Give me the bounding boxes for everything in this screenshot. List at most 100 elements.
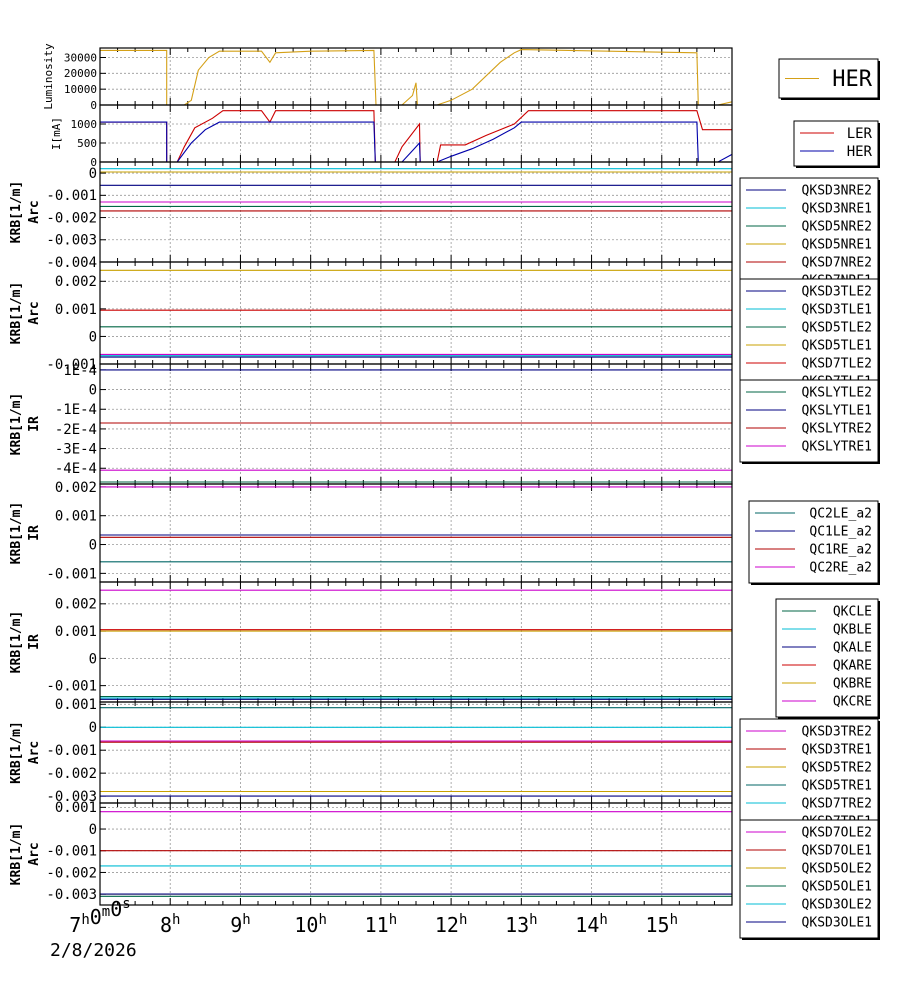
time-tick-label: 7h0m0s bbox=[69, 896, 130, 937]
y-axis-subtitle: IR bbox=[27, 416, 42, 432]
legend-label: QC1LE_a2 bbox=[809, 525, 872, 540]
legend-label: QKSD3TRE1 bbox=[802, 743, 872, 758]
y-tick-label: -0.001 bbox=[46, 844, 97, 860]
y-axis-title: KRB[1/m] bbox=[9, 393, 24, 456]
y-tick-label: 0.002 bbox=[55, 274, 97, 290]
legend-label: QKSD7OLE2 bbox=[802, 826, 872, 841]
y-axis-title: I[mA] bbox=[50, 117, 63, 150]
legend-6: QC2LE_a2 QC1LE_a2 QC1RE_a2 QC2RE_a2 bbox=[748, 500, 880, 585]
plot-frame bbox=[99, 802, 733, 906]
y-tick-label: 0 bbox=[90, 156, 97, 169]
legend-label: QKSD7TRE2 bbox=[802, 797, 872, 812]
time-tick-label: 11h bbox=[365, 912, 398, 937]
legend-box bbox=[739, 177, 879, 297]
y-tick-label: 1E-4 bbox=[63, 363, 97, 379]
time-tick-label: 13h bbox=[505, 912, 538, 937]
chart-panel-9: 0.001 0 -0.001 -0.002 -0.003 KRB[1/m] Arc QKSD7… bbox=[9, 800, 880, 940]
y-tick-label: -0.002 bbox=[46, 865, 97, 881]
time-tick-label: 8h bbox=[160, 912, 180, 937]
legend-label: QC2RE_a2 bbox=[809, 561, 872, 576]
legend-label: QKSLYTRE1 bbox=[802, 440, 872, 455]
y-axis-subtitle: IR bbox=[27, 634, 42, 650]
plot-frame bbox=[99, 161, 733, 263]
y-axis-title: Luminosity bbox=[42, 43, 55, 110]
legend-label: QKSD7TLE2 bbox=[802, 357, 872, 372]
legend-label: QKSD3TLE2 bbox=[802, 285, 872, 300]
y-tick-label: 1000 bbox=[71, 118, 98, 131]
legend-box bbox=[739, 379, 879, 463]
legend-label: QKSD3NRE1 bbox=[802, 202, 872, 217]
legend-box bbox=[793, 120, 879, 167]
plot-frame bbox=[99, 701, 733, 804]
y-tick-label: -0.001 bbox=[46, 566, 97, 582]
chart-panel-2: 1000 500 0 I[mA] LER HER bbox=[50, 104, 880, 169]
plot-frame bbox=[99, 483, 733, 583]
y-tick-label: -0.001 bbox=[46, 188, 97, 204]
time-tick-label: 10h bbox=[294, 912, 327, 937]
legend-box bbox=[739, 278, 879, 398]
legend-label: QKSD5NRE2 bbox=[802, 220, 872, 235]
y-tick-label: 10000 bbox=[64, 83, 97, 96]
legend-label: QKBRE bbox=[833, 677, 872, 692]
y-tick-label: 0.001 bbox=[55, 800, 97, 816]
plot-frame bbox=[99, 261, 733, 365]
y-tick-label: 0 bbox=[89, 822, 97, 838]
legend-label: QKSD5TLE1 bbox=[802, 339, 872, 354]
y-tick-label: 0 bbox=[89, 720, 97, 736]
y-tick-label: -4E-4 bbox=[55, 461, 97, 477]
y-tick-label: -0.001 bbox=[46, 743, 97, 759]
y-tick-label: 0.001 bbox=[55, 624, 97, 640]
legend-label: QC2LE_a2 bbox=[809, 507, 872, 522]
legend-5: QKSLYTLE2 QKSLYTLE1 QKSLYTRE2 QKSLYTRE1 bbox=[739, 379, 880, 464]
legend-label: HER bbox=[832, 67, 872, 92]
y-tick-label: 0.001 bbox=[55, 302, 97, 318]
chart-panel-1: 30000 20000 10000 0 Luminosity HER bbox=[42, 43, 880, 112]
y-tick-label: 0.002 bbox=[55, 597, 97, 613]
legend-label: QKSD5TRE2 bbox=[802, 761, 872, 776]
y-tick-label: 0.001 bbox=[55, 509, 97, 525]
time-tick-label: 12h bbox=[435, 912, 468, 937]
legend-label: QKSD7NRE2 bbox=[802, 256, 872, 271]
chart-panel-3: 0 -0.001 -0.002 -0.003 -0.004 KRB[1/m] Arc QKSD… bbox=[9, 161, 880, 298]
legend-7: QKCLE QKBLE QKALE QKARE QKBRE QKCRE bbox=[775, 598, 880, 719]
y-tick-label: 0.001 bbox=[55, 697, 97, 713]
legend-8: QKSD3TRE2 QKSD3TRE1 QKSD5TRE2 QKSD5TRE1 QKSD… bbox=[739, 718, 880, 839]
time-tick-label: 14h bbox=[575, 912, 608, 937]
series-line-her bbox=[100, 121, 733, 163]
legend-4: QKSD3TLE2 QKSD3TLE1 QKSD5TLE2 QKSD5TLE1 QKSD… bbox=[739, 278, 880, 399]
chart-panel-5: 1E-4 0 -1E-4 -2E-4 -3E-4 -4E-4 KRB[1/m] IR QKSLY… bbox=[9, 363, 880, 485]
y-axis-title: KRB[1/m] bbox=[9, 823, 24, 886]
legend-label: QKSD5TRE1 bbox=[802, 779, 872, 794]
y-tick-label: -0.003 bbox=[46, 887, 97, 903]
legend-label: QKSD5NRE1 bbox=[802, 238, 872, 253]
legend-label: QKSD5OLE1 bbox=[802, 880, 872, 895]
y-axis-title: KRB[1/m] bbox=[9, 181, 24, 244]
legend-2: LER HER bbox=[793, 120, 880, 168]
series-line-ler bbox=[100, 110, 732, 163]
y-tick-label: 0 bbox=[89, 651, 97, 667]
legend-label: QKCRE bbox=[833, 695, 872, 710]
legend-label: QKSD3TLE1 bbox=[802, 303, 872, 318]
y-tick-label: -0.002 bbox=[46, 210, 97, 226]
chart-panel-7: 0.002 0.001 0 -0.001 KRB[1/m] IR QKCLE QKBLE QKA… bbox=[9, 581, 880, 719]
y-tick-label: -1E-4 bbox=[55, 402, 97, 418]
legend-label: QKSD3TRE2 bbox=[802, 725, 872, 740]
legend-label: QKARE bbox=[833, 659, 872, 674]
plot-frame bbox=[99, 363, 733, 485]
y-axis-subtitle: IR bbox=[27, 525, 42, 541]
legend-label: QKALE bbox=[833, 641, 872, 656]
y-tick-label: 0.002 bbox=[55, 480, 97, 496]
y-tick-label: -3E-4 bbox=[55, 441, 97, 457]
legend-label: QKSD3OLE2 bbox=[802, 898, 872, 913]
legend-1: HER bbox=[778, 58, 880, 100]
y-tick-label: 0 bbox=[89, 537, 97, 553]
y-axis-subtitle: Arc bbox=[27, 200, 42, 223]
y-tick-label: 30000 bbox=[64, 51, 97, 64]
legend-label: QKSD3NRE2 bbox=[802, 184, 872, 199]
legend-box bbox=[775, 598, 879, 718]
y-tick-label: -0.004 bbox=[46, 255, 97, 271]
y-tick-label: -0.001 bbox=[46, 679, 97, 695]
y-tick-label: -0.003 bbox=[46, 233, 97, 249]
